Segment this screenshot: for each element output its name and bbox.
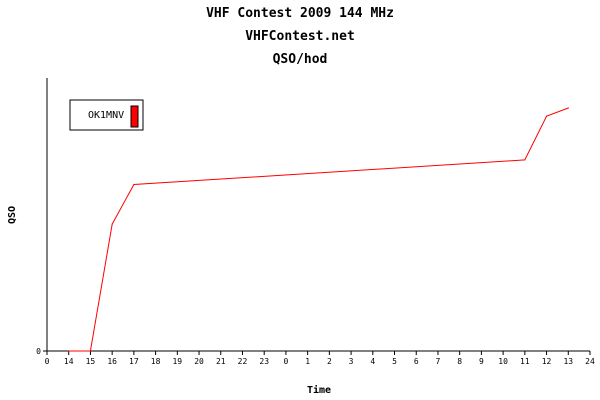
x-tick-label: 1 [305, 357, 310, 366]
x-tick-label: 3 [349, 357, 354, 366]
legend: OK1MNV [69, 99, 144, 131]
x-tick-label: 14 [64, 357, 74, 366]
legend-swatch [130, 105, 139, 128]
x-tick-label: 11 [520, 357, 530, 366]
x-tick-label: 12 [542, 357, 552, 366]
data-point [111, 223, 113, 225]
data-point [524, 159, 526, 161]
x-tick-label: 20 [194, 357, 204, 366]
data-point [567, 107, 569, 109]
x-tick-label: 17 [129, 357, 139, 366]
x-tick-label: 21 [216, 357, 226, 366]
x-tick-label: 9 [479, 357, 484, 366]
x-tick-label: 16 [107, 357, 117, 366]
x-tick-label: 19 [172, 357, 182, 366]
x-tick-label: 18 [151, 357, 161, 366]
data-point [89, 350, 92, 352]
x-axis-label: Time [307, 384, 331, 396]
x-tick-label: 2 [327, 357, 332, 366]
x-tick-label: 13 [563, 357, 573, 366]
x-tick-label: 0 [284, 357, 289, 366]
chart-unit-title: QSO/hod [272, 52, 328, 67]
chart-subtitle: VHFContest.net [245, 29, 355, 44]
data-point [68, 350, 70, 352]
data-point [545, 115, 548, 117]
data-point [133, 183, 135, 186]
x-axis-ticks: 0 14 15 16 17 18 19 20 21 22 23 0 1 2 3 4 5 6 7 8 9 10 11 12 13 2… [45, 351, 595, 366]
x-tick-label: 4 [370, 357, 375, 366]
x-tick-label: 22 [238, 357, 248, 366]
chart-title: VHF Contest 2009 144 MHz [206, 6, 394, 21]
x-tick-label: 6 [414, 357, 419, 366]
x-tick-label: 8 [457, 357, 462, 366]
x-tick-label: 7 [436, 357, 441, 366]
series-line-ok1mnv [68, 107, 569, 352]
series-layer [68, 107, 569, 352]
x-tick-label: 0 [45, 357, 50, 366]
legend-label: OK1MNV [88, 110, 124, 121]
y-axis-label: QSO [7, 206, 18, 224]
y-tick-label: 0 [36, 347, 41, 356]
x-tick-label: 10 [498, 357, 508, 366]
x-tick-label: 15 [86, 357, 96, 366]
x-tick-label: 5 [392, 357, 397, 366]
x-tick-label: 23 [259, 357, 269, 366]
x-tick-label: 24 [585, 357, 595, 366]
